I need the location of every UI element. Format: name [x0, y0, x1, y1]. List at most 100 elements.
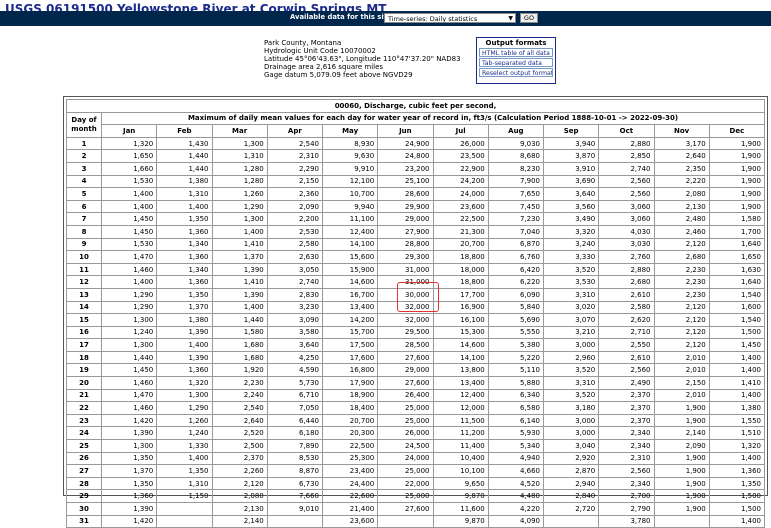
value-cell: 27,600 [377, 350, 434, 365]
tab-separated-link[interactable]: Tab-separated data [479, 58, 553, 67]
day-cell: 13 [66, 287, 102, 302]
value-cell: 6,340 [487, 388, 545, 403]
value-cell: 24,400 [321, 476, 379, 491]
value-cell: 2,850 [598, 149, 655, 163]
day-cell: 17 [66, 338, 102, 352]
value-cell: 3,520 [542, 388, 600, 403]
value-cell: 5,220 [487, 350, 545, 365]
value-cell: 1,350 [156, 287, 213, 302]
value-cell: 1,640 [708, 275, 766, 289]
value-cell [653, 514, 710, 528]
value-cell: 7,230 [487, 212, 545, 226]
value-cell: 2,530 [266, 224, 324, 239]
value-cell: 2,370 [211, 451, 268, 466]
value-cell: 1,390 [156, 325, 213, 340]
value-cell: 17,600 [321, 350, 379, 365]
value-cell: 2,710 [598, 325, 655, 340]
value-cell: 1,420 [100, 413, 158, 428]
value-cell: 1,290 [100, 287, 158, 302]
value-cell: 1,460 [100, 376, 158, 390]
value-cell: 18,400 [321, 401, 379, 415]
value-cell: 2,640 [211, 413, 268, 428]
site-info-line: Park County, Montana [264, 39, 342, 47]
value-cell: 5,840 [487, 300, 545, 315]
data-type-select[interactable]: Time-series: Daily statistics ▼ [384, 13, 516, 23]
value-cell: 5,930 [487, 426, 545, 441]
value-cell: 5,690 [487, 313, 545, 327]
value-cell: 26,400 [377, 388, 434, 403]
html-table-link[interactable]: HTML table of all data [479, 48, 553, 57]
value-cell: 1,360 [100, 489, 158, 503]
value-cell: 1,240 [100, 325, 158, 340]
value-cell: 12,100 [321, 174, 379, 189]
value-cell: 1,410 [708, 376, 766, 390]
value-cell: 3,520 [542, 363, 600, 378]
value-cell: 27,600 [377, 376, 434, 390]
value-cell: 1,460 [100, 262, 158, 277]
value-cell: 2,920 [542, 451, 600, 466]
day-cell: 15 [66, 313, 102, 327]
value-cell: 7,660 [266, 489, 324, 503]
table-row: 24 1,390 1,240 2,520 6,180 20,300 26,000 11,200… [66, 426, 766, 441]
value-cell: 2,610 [598, 350, 655, 365]
value-cell: 24,500 [377, 439, 434, 453]
value-cell: 1,400 [708, 514, 766, 528]
month-header: Sep [542, 124, 600, 138]
value-cell: 3,940 [542, 136, 600, 151]
value-cell: 2,080 [211, 489, 268, 503]
value-cell: 3,030 [598, 237, 655, 252]
value-cell: 1,390 [211, 287, 268, 302]
value-cell: 4,520 [487, 476, 545, 491]
value-cell: 10,700 [321, 187, 379, 201]
value-cell: 1,350 [156, 212, 213, 226]
value-cell: 10,400 [432, 451, 489, 466]
day-cell: 29 [66, 489, 102, 503]
day-cell: 21 [66, 388, 102, 403]
value-cell: 6,580 [487, 401, 545, 415]
value-cell: 9,630 [321, 149, 379, 163]
value-cell: 6,730 [266, 476, 324, 491]
day-cell: 24 [66, 426, 102, 441]
value-cell: 30,000 [377, 287, 434, 302]
value-cell: 29,000 [377, 363, 434, 378]
value-cell: 24,000 [432, 187, 489, 201]
table-row: 8 1,450 1,360 1,400 2,530 12,400 27,900 21,300 7… [66, 224, 766, 239]
value-cell: 31,000 [377, 275, 434, 289]
value-cell: 1,510 [708, 426, 766, 441]
value-cell: 1,900 [708, 136, 766, 151]
value-cell: 22,600 [321, 489, 379, 503]
value-cell: 2,560 [598, 363, 655, 378]
value-cell: 6,760 [487, 250, 545, 264]
value-cell [156, 502, 213, 516]
value-cell: 7,050 [266, 401, 324, 415]
value-cell: 2,630 [266, 250, 324, 264]
table-row: 6 1,400 1,400 1,290 2,090 9,940 29,900 23,600 7,… [66, 199, 766, 214]
reselect-output-link[interactable]: Reselect output format [479, 68, 553, 77]
value-cell: 2,360 [266, 187, 324, 201]
value-cell: 2,220 [653, 174, 710, 189]
value-cell: 28,600 [377, 187, 434, 201]
value-cell: 4,660 [487, 464, 545, 478]
table-caption: Maximum of daily mean values for each da… [101, 111, 765, 126]
data-selector-bar: Available data for this site Time-series… [0, 11, 771, 26]
table-row: 17 1,300 1,400 1,680 3,640 17,500 28,500 14,600… [66, 338, 766, 352]
go-button[interactable]: GO [520, 13, 538, 23]
value-cell: 16,100 [432, 313, 489, 327]
value-cell: 1,290 [100, 300, 158, 315]
value-cell: 2,720 [542, 502, 600, 516]
value-cell: 1,400 [708, 451, 766, 466]
day-cell: 16 [66, 325, 102, 340]
value-cell: 29,500 [377, 325, 434, 340]
month-header: Mar [211, 124, 268, 138]
table-row: 5 1,400 1,310 1,260 2,360 10,700 28,600 24,000 7… [66, 187, 766, 201]
value-cell: 3,520 [542, 262, 600, 277]
value-cell: 1,450 [100, 224, 158, 239]
value-cell: 29,900 [377, 199, 434, 214]
value-cell: 4,480 [487, 489, 545, 503]
value-cell: 20,300 [321, 426, 379, 441]
value-cell: 25,100 [377, 174, 434, 189]
value-cell: 2,230 [211, 376, 268, 390]
value-cell: 1,550 [708, 413, 766, 428]
value-cell: 18,900 [321, 388, 379, 403]
value-cell: 2,230 [653, 262, 710, 277]
